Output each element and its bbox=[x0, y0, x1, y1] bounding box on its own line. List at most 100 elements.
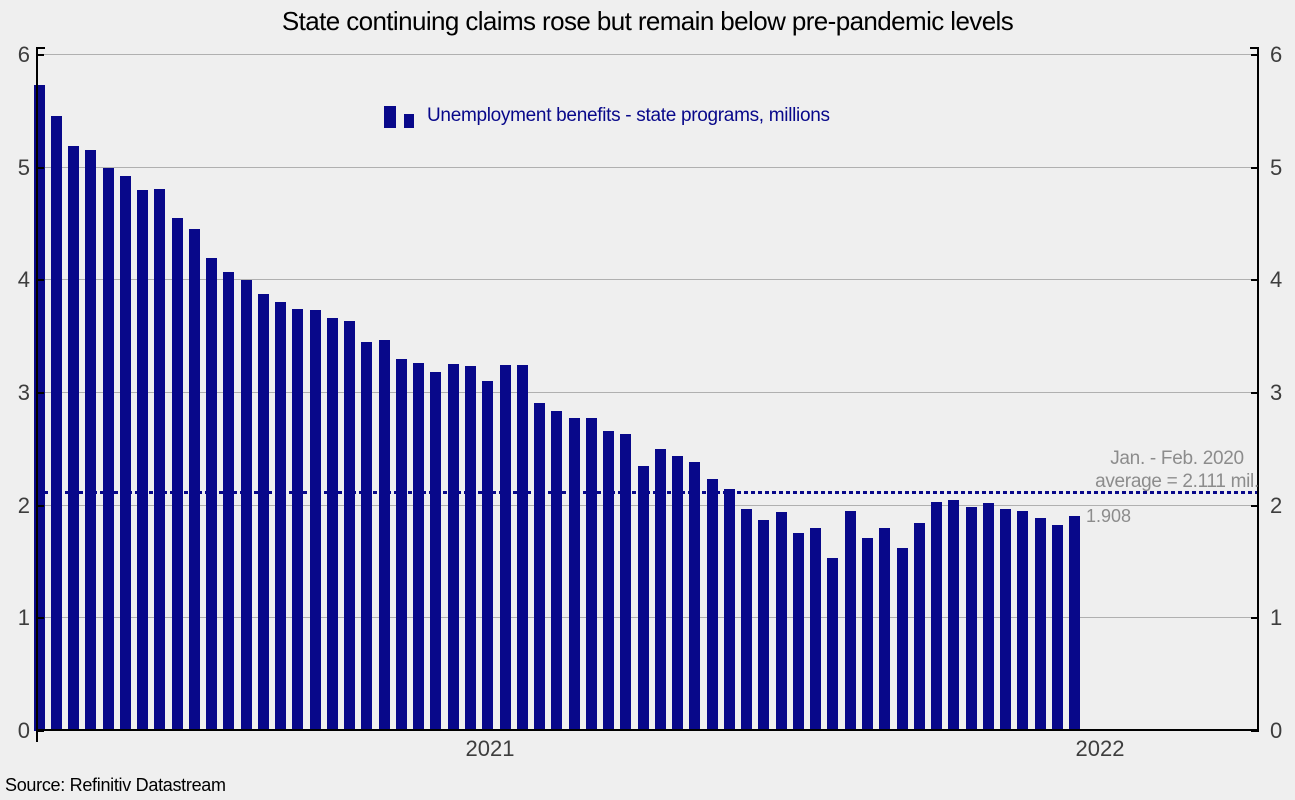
bar-23 bbox=[430, 371, 442, 731]
bar-24 bbox=[447, 363, 459, 731]
legend-bar-icon bbox=[384, 106, 396, 128]
bar-44 bbox=[792, 532, 804, 731]
bar-51 bbox=[913, 522, 925, 731]
axis-hook-top-right bbox=[1250, 47, 1259, 49]
y-label-left-3: 3 bbox=[17, 380, 30, 405]
bar-13 bbox=[257, 293, 269, 731]
gridline-y-5 bbox=[37, 166, 1258, 168]
bar-29 bbox=[534, 403, 546, 731]
bar-1 bbox=[50, 115, 62, 731]
bar-17 bbox=[326, 317, 338, 731]
bar-3 bbox=[85, 149, 97, 731]
bar-54 bbox=[965, 506, 977, 731]
bar-28 bbox=[516, 364, 528, 731]
y-label-left-4: 4 bbox=[17, 267, 30, 293]
y-label-left-5: 5 bbox=[17, 154, 30, 180]
bar-49 bbox=[879, 528, 891, 731]
legend-label: Unemployment benefits - state programs, … bbox=[427, 105, 830, 126]
axis-hook-top-left bbox=[36, 47, 45, 49]
bar-46 bbox=[827, 557, 839, 731]
bar-12 bbox=[240, 280, 252, 731]
bar-58 bbox=[1034, 518, 1046, 731]
bar-19 bbox=[361, 342, 373, 731]
tick-right-y-0 bbox=[1251, 730, 1258, 732]
tick-left-y-1 bbox=[37, 617, 44, 620]
source-text: Source: Refinitiv Datastream bbox=[5, 775, 226, 795]
tick-left-y-2 bbox=[37, 504, 44, 507]
y-label-right-4: 4 bbox=[1270, 267, 1283, 293]
y-axis-right bbox=[1257, 47, 1259, 732]
tick-left-y-0 bbox=[37, 730, 44, 732]
bar-9 bbox=[188, 228, 200, 731]
reference-line-2.111 bbox=[37, 491, 1258, 495]
y-label-right-1: 1 bbox=[1270, 605, 1283, 631]
bar-56 bbox=[1000, 509, 1012, 731]
bar-16 bbox=[309, 309, 321, 731]
bar-11 bbox=[223, 272, 235, 731]
bar-0 bbox=[33, 85, 45, 731]
average-annotation-line1: Jan. - Feb. 2020 bbox=[1110, 448, 1244, 469]
tick-right-y-3 bbox=[1251, 392, 1258, 394]
bar-7 bbox=[154, 189, 166, 731]
legend-bar-icon-small bbox=[404, 114, 414, 128]
bar-41 bbox=[741, 509, 753, 731]
bar-52 bbox=[931, 502, 943, 731]
bar-10 bbox=[206, 257, 218, 731]
x-tick-label-2022: 2022 bbox=[1075, 736, 1125, 761]
bar-4 bbox=[102, 167, 114, 731]
bar-50 bbox=[896, 548, 908, 731]
bar-40 bbox=[723, 488, 735, 731]
bar-57 bbox=[1017, 511, 1029, 731]
bar-8 bbox=[171, 218, 183, 731]
x-axis bbox=[36, 729, 1259, 731]
tick-right-y-2 bbox=[1251, 504, 1258, 507]
bar-21 bbox=[395, 359, 407, 731]
tick-left-y-6 bbox=[37, 54, 44, 56]
last-bar-value-label: 1.908 bbox=[1086, 506, 1132, 526]
plot-area bbox=[33, 54, 1258, 732]
bar-37 bbox=[672, 456, 684, 731]
y-label-left-0: 0 bbox=[17, 718, 30, 743]
bar-32 bbox=[585, 417, 597, 731]
bar-15 bbox=[292, 308, 304, 731]
bar-14 bbox=[275, 301, 287, 731]
y-label-right-3: 3 bbox=[1270, 380, 1283, 405]
bar-22 bbox=[413, 362, 425, 731]
bar-42 bbox=[758, 520, 770, 731]
average-annotation: Jan. - Feb. 2020 average = 2.111 mil. bbox=[1017, 447, 1295, 493]
y-label-right-6: 6 bbox=[1270, 42, 1283, 67]
page-title: State continuing claims rose but remain … bbox=[281, 6, 1014, 36]
y-label-right-2: 2 bbox=[1270, 492, 1283, 518]
tick-right-y-1 bbox=[1251, 617, 1258, 620]
bar-47 bbox=[844, 511, 856, 731]
bar-20 bbox=[378, 340, 390, 731]
gridline-y-3 bbox=[37, 392, 1258, 393]
bar-26 bbox=[482, 380, 494, 731]
y-label-left-2: 2 bbox=[17, 492, 30, 518]
x-tick-label-2021: 2021 bbox=[465, 736, 515, 761]
y-label-right-5: 5 bbox=[1270, 154, 1283, 180]
gridline-y-4 bbox=[37, 279, 1258, 281]
bar-55 bbox=[982, 503, 994, 731]
tick-right-y-5 bbox=[1251, 166, 1258, 169]
average-annotation-line2: average = 2.111 mil. bbox=[1095, 471, 1259, 492]
bar-34 bbox=[620, 433, 632, 731]
bar-36 bbox=[654, 449, 666, 731]
bar-38 bbox=[689, 461, 701, 731]
bar-31 bbox=[568, 417, 580, 731]
bar-35 bbox=[637, 466, 649, 731]
bar-25 bbox=[465, 365, 476, 731]
bar-18 bbox=[344, 320, 356, 731]
y-label-right-0: 0 bbox=[1270, 718, 1283, 743]
y-label-left-1: 1 bbox=[17, 605, 30, 631]
bar-33 bbox=[603, 431, 615, 731]
bar-6 bbox=[137, 190, 149, 731]
gridline-y-6 bbox=[37, 54, 1258, 55]
y-label-left-6: 6 bbox=[17, 42, 30, 67]
y-axis-left bbox=[36, 47, 38, 742]
bar-60 bbox=[1069, 516, 1081, 731]
bar-2 bbox=[68, 146, 80, 731]
tick-right-y-6 bbox=[1251, 54, 1258, 56]
bar-59 bbox=[1051, 524, 1063, 731]
